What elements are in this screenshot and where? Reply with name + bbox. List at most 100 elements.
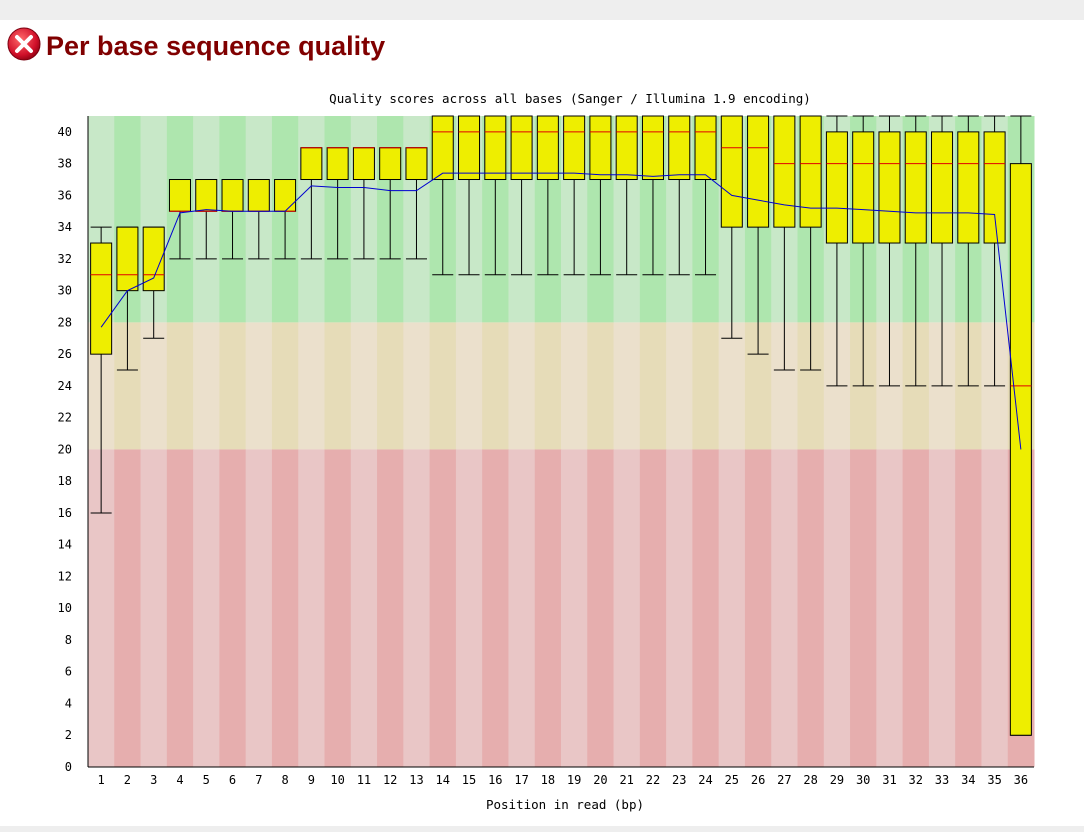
x-tick-label: 3 xyxy=(150,773,157,787)
interquartile-box xyxy=(274,179,297,212)
band-reasonable-stripe xyxy=(482,322,509,450)
box-plot-pos-16 xyxy=(484,115,507,276)
x-tick-label: 1 xyxy=(98,773,105,787)
band-reasonable-stripe xyxy=(639,322,667,450)
box-plot-pos-15 xyxy=(458,115,481,276)
interquartile-box xyxy=(589,115,612,181)
band-reasonable-stripe xyxy=(403,322,431,450)
band-poor-stripe xyxy=(166,449,194,767)
band-poor-stripe xyxy=(902,449,930,767)
box-plot-pos-3 xyxy=(142,226,165,339)
x-tick-label: 8 xyxy=(281,773,288,787)
x-tick-label: 26 xyxy=(751,773,765,787)
interquartile-box xyxy=(352,147,375,181)
box-plot-pos-4 xyxy=(168,179,191,260)
box-plot-pos-32 xyxy=(904,115,927,387)
x-tick-label: 2 xyxy=(124,773,131,787)
y-tick-label: 28 xyxy=(58,315,72,329)
x-tick-label: 22 xyxy=(646,773,660,787)
x-tick-label: 25 xyxy=(725,773,739,787)
box-plot-pos-28 xyxy=(799,115,822,371)
band-poor-stripe xyxy=(193,449,220,767)
box-plot-pos-30 xyxy=(852,115,875,387)
box-plot-pos-7 xyxy=(247,179,270,260)
x-axis-label: Position in read (bp) xyxy=(486,797,644,812)
interquartile-box xyxy=(720,115,743,228)
band-poor-stripe xyxy=(403,449,431,767)
module-header: Per base sequence quality xyxy=(6,22,385,66)
y-tick-label: 24 xyxy=(58,379,72,393)
x-tick-label: 5 xyxy=(203,773,210,787)
y-tick-label: 10 xyxy=(58,601,72,615)
box-plot-pos-27 xyxy=(773,115,796,371)
band-poor-stripe xyxy=(876,449,904,767)
y-tick-label: 6 xyxy=(65,665,72,679)
y-tick-label: 18 xyxy=(58,474,72,488)
x-tick-label: 23 xyxy=(672,773,686,787)
interquartile-box xyxy=(773,115,796,228)
band-poor-stripe xyxy=(140,449,168,767)
band-poor-stripe xyxy=(587,449,615,767)
y-tick-label: 40 xyxy=(58,125,72,139)
interquartile-box xyxy=(563,115,586,181)
interquartile-box xyxy=(116,226,139,292)
interquartile-box xyxy=(510,115,533,181)
band-poor-stripe xyxy=(692,449,720,767)
interquartile-box xyxy=(747,115,770,228)
y-tick-label: 2 xyxy=(65,728,72,742)
box-plot-pos-29 xyxy=(825,115,848,387)
band-poor-stripe xyxy=(482,449,509,767)
x-tick-label: 35 xyxy=(987,773,1001,787)
interquartile-box xyxy=(904,131,927,244)
interquartile-box xyxy=(694,115,717,181)
y-tick-label: 20 xyxy=(58,442,72,456)
x-tick-label: 33 xyxy=(935,773,949,787)
x-tick-label: 34 xyxy=(961,773,975,787)
bottom-strip xyxy=(0,826,1084,832)
band-reasonable-stripe xyxy=(193,322,220,450)
band-poor-stripe xyxy=(298,449,325,767)
band-reasonable-stripe xyxy=(350,322,378,450)
box-plot-pos-17 xyxy=(510,115,533,276)
box-plot-pos-31 xyxy=(878,115,901,387)
band-poor-stripe xyxy=(350,449,378,767)
band-reasonable-stripe xyxy=(271,322,299,450)
x-tick-label: 9 xyxy=(308,773,315,787)
band-reasonable-stripe xyxy=(219,322,247,450)
band-reasonable-stripe xyxy=(429,322,457,450)
interquartile-box xyxy=(431,115,454,181)
box-plot-pos-21 xyxy=(615,115,638,276)
band-reasonable-stripe xyxy=(587,322,615,450)
box-plot-pos-33 xyxy=(931,115,954,387)
band-reasonable-stripe xyxy=(140,322,168,450)
chart-axes xyxy=(87,116,1034,768)
x-tick-label: 6 xyxy=(229,773,236,787)
band-poor-stripe xyxy=(429,449,457,767)
box-plot-pos-25 xyxy=(720,115,743,339)
band-poor-stripe xyxy=(271,449,299,767)
band-reasonable-stripe xyxy=(666,322,693,450)
y-tick-label: 30 xyxy=(58,284,72,298)
band-poor-stripe xyxy=(324,449,352,767)
interquartile-box xyxy=(484,115,507,181)
interquartile-box xyxy=(878,131,901,244)
interquartile-box xyxy=(247,179,270,212)
band-poor-stripe xyxy=(797,449,825,767)
interquartile-box xyxy=(168,179,191,212)
interquartile-box xyxy=(668,115,691,181)
box-plot-pos-13 xyxy=(405,147,428,260)
interquartile-box xyxy=(405,147,428,181)
band-reasonable-stripe xyxy=(561,322,588,450)
chart-title: Quality scores across all bases (Sanger … xyxy=(329,91,811,106)
interquartile-box xyxy=(90,242,113,355)
interquartile-box xyxy=(825,131,848,244)
interquartile-box xyxy=(536,115,559,181)
band-reasonable-stripe xyxy=(324,322,352,450)
band-reasonable-stripe xyxy=(377,322,404,450)
band-poor-stripe xyxy=(823,449,851,767)
x-tick-label: 36 xyxy=(1014,773,1028,787)
y-tick-label: 8 xyxy=(65,633,72,647)
band-poor-stripe xyxy=(744,449,772,767)
band-poor-stripe xyxy=(377,449,404,767)
